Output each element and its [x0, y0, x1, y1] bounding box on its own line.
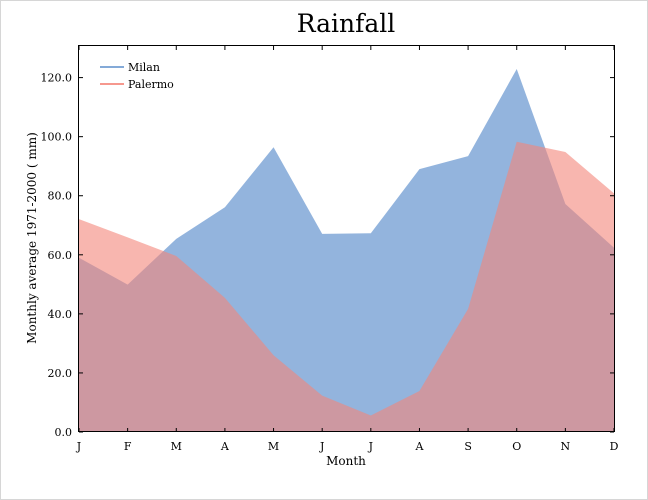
y-axis-ticks: 0.0 20.0 40.0 60.0 80.0 100.0 120.0: [41, 72, 614, 439]
area-palermo: [79, 141, 614, 432]
x-tick-label: J: [76, 440, 81, 453]
y-tick-label: 120.0: [41, 72, 73, 85]
x-tick-label: S: [464, 440, 472, 453]
y-tick-label: 100.0: [41, 131, 73, 144]
x-tick-label: O: [512, 440, 521, 453]
legend-label-palermo: Palermo: [128, 78, 174, 91]
legend-label-milan: Milan: [128, 61, 160, 74]
x-tick-label: A: [414, 440, 424, 453]
y-tick-label: 20.0: [48, 367, 73, 380]
x-tick-label: A: [220, 440, 230, 453]
plot-border: [78, 45, 615, 432]
y-tick-label: 0.0: [55, 426, 73, 439]
x-tick-label: D: [610, 440, 619, 453]
chart-title: Rainfall: [297, 9, 396, 38]
x-tick-label: M: [268, 440, 279, 453]
y-tick-label: 40.0: [48, 308, 73, 321]
plot-areas: [79, 69, 614, 432]
x-axis-label: Month: [326, 454, 366, 468]
x-tick-label: N: [561, 440, 571, 453]
y-tick-label: 60.0: [48, 249, 73, 262]
x-tick-label: J: [319, 440, 324, 453]
x-tick-label: F: [124, 440, 132, 453]
x-tick-label: M: [171, 440, 182, 453]
legend: Milan Palermo: [100, 61, 174, 91]
y-tick-label: 80.0: [48, 190, 73, 203]
x-tick-label: J: [368, 440, 373, 453]
y-axis-label: Monthly average 1971-2000 ( mm): [25, 132, 39, 344]
